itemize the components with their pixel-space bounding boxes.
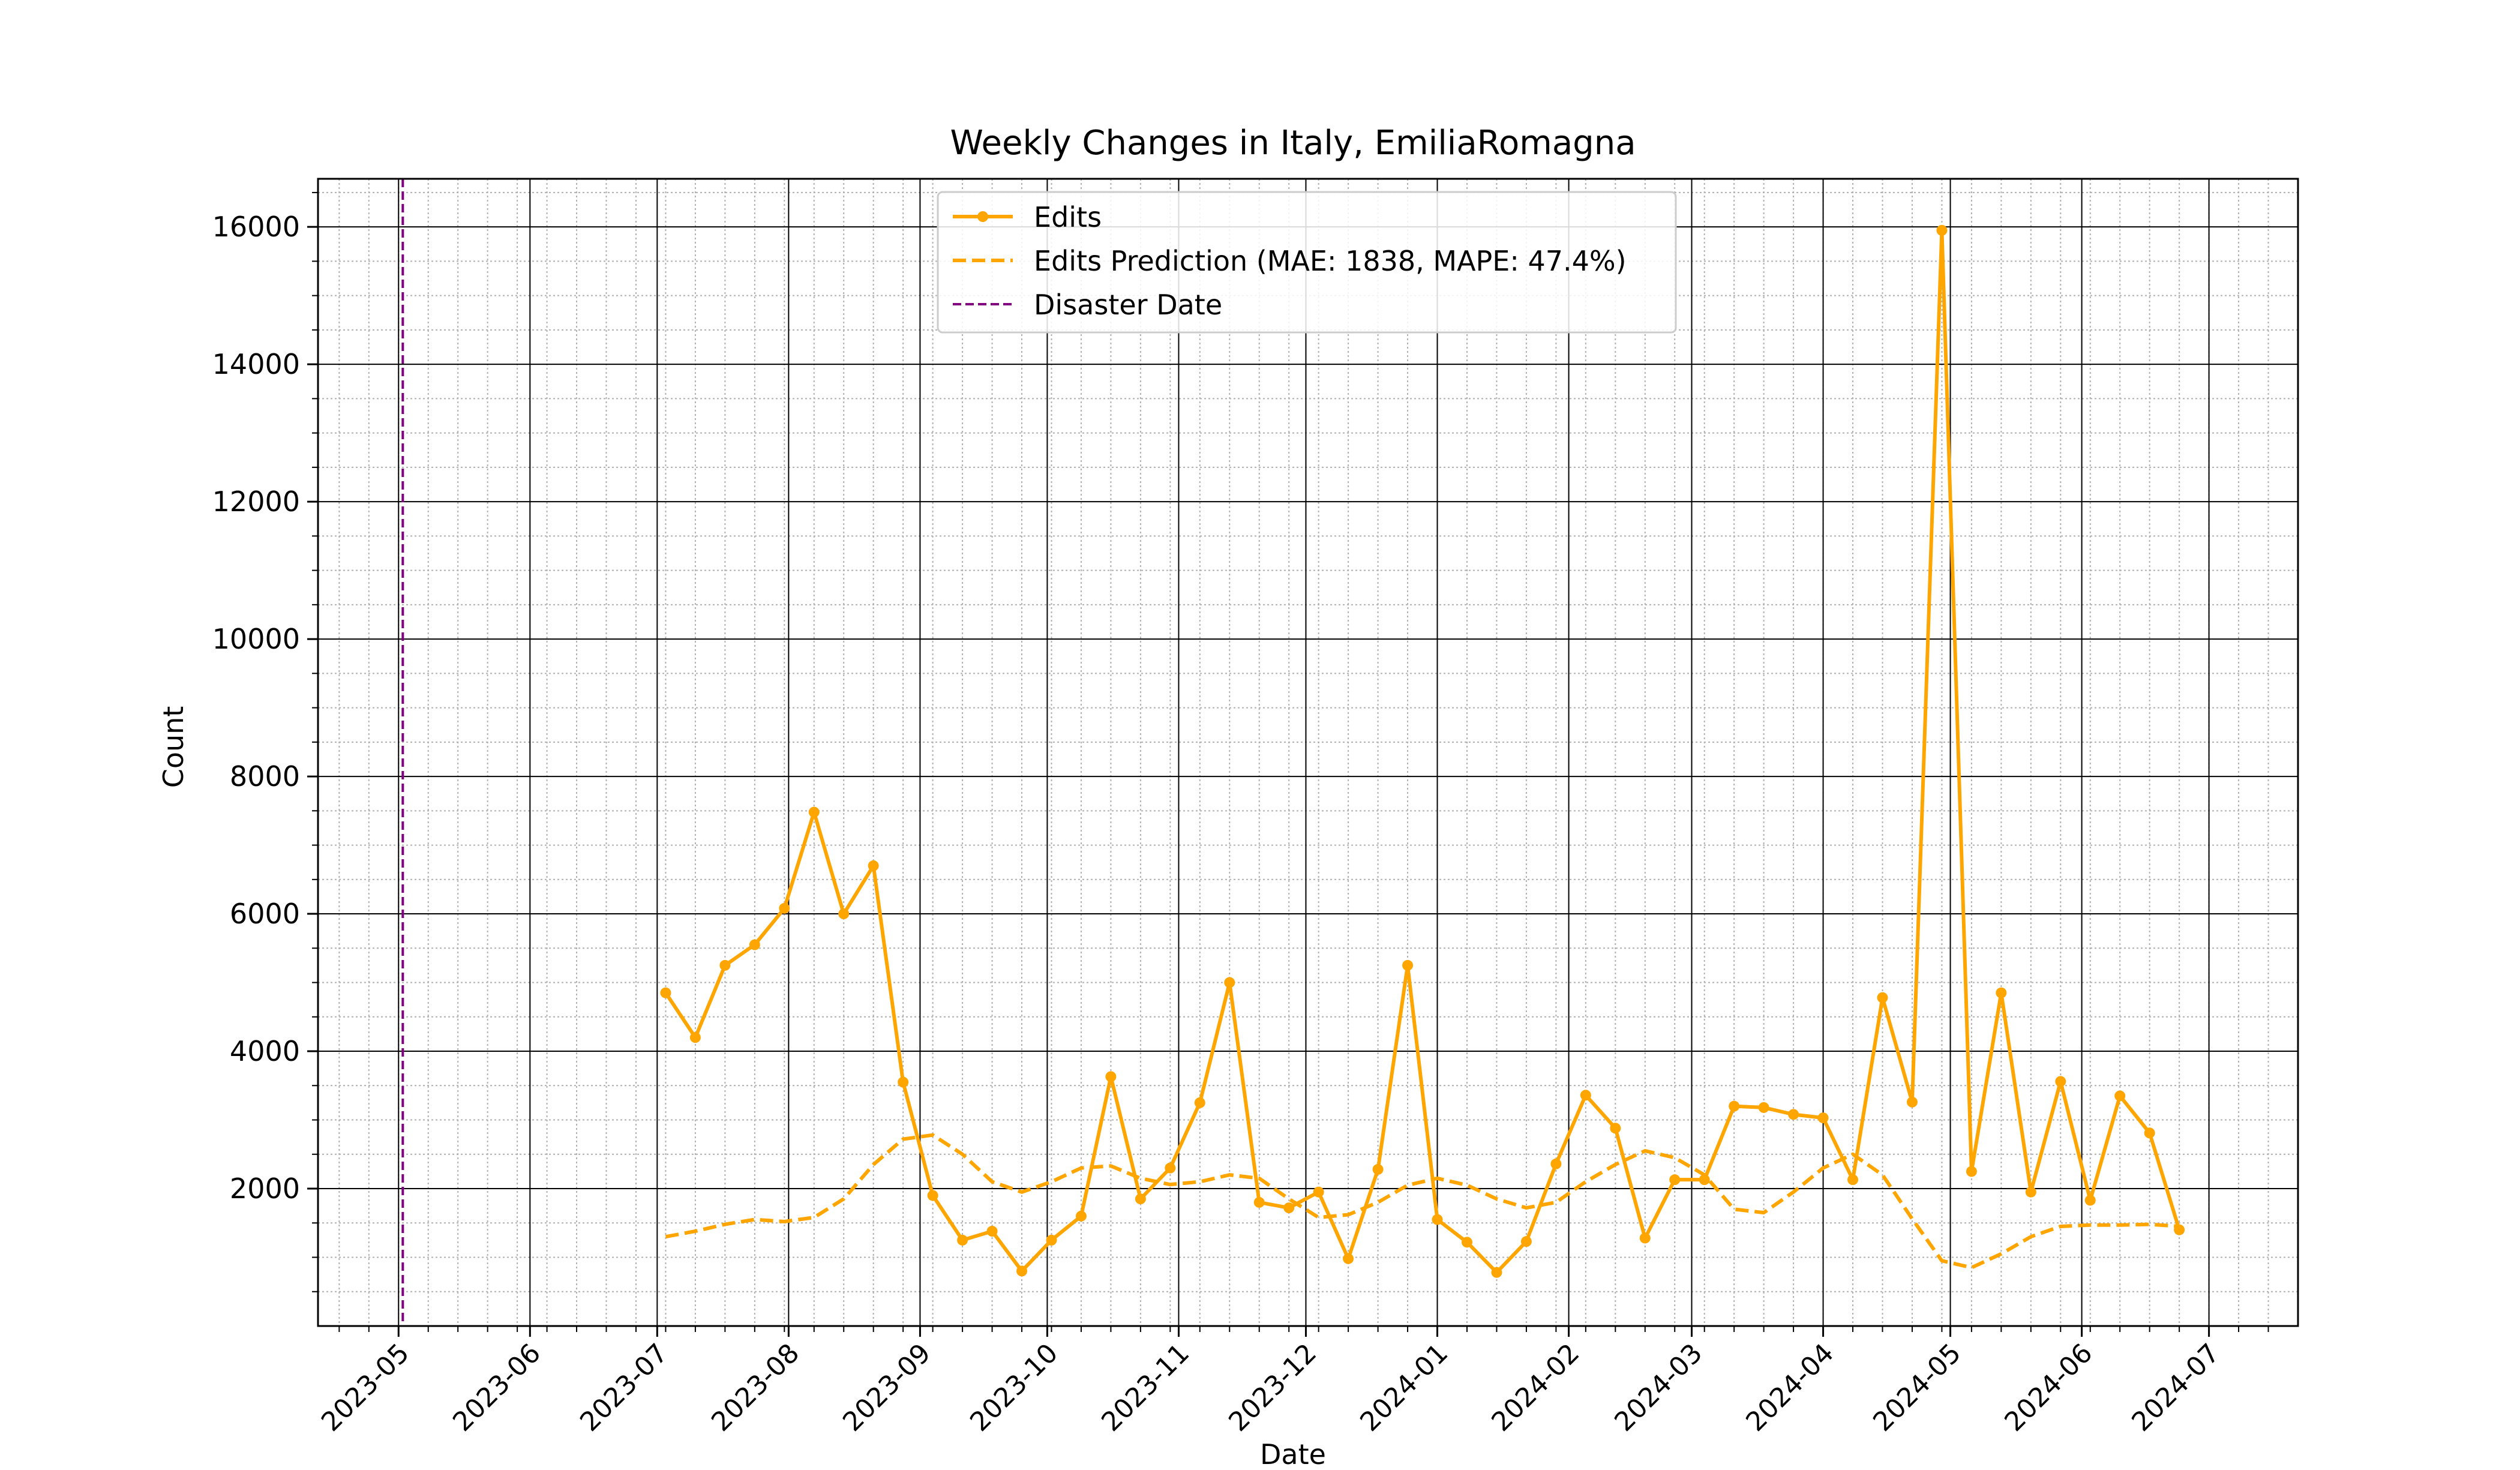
edits-point	[1253, 1196, 1265, 1208]
y-axis-label: Count	[157, 706, 190, 788]
edits-point	[1313, 1186, 1324, 1198]
edits-point	[1402, 959, 1414, 971]
edits-point	[898, 1076, 909, 1088]
legend-box	[937, 191, 1677, 334]
edits-point	[1669, 1174, 1681, 1186]
edits-point	[1729, 1100, 1740, 1112]
legend-disaster-label: Disaster Date	[1034, 289, 1222, 321]
plot-frame	[317, 178, 2299, 1327]
edits-point	[1075, 1210, 1087, 1222]
edits-point	[1283, 1202, 1295, 1214]
legend-edits-label: Edits	[1034, 201, 1102, 233]
prediction-line	[665, 1133, 2180, 1270]
edits-point	[868, 860, 879, 871]
edits-line	[664, 228, 2182, 1274]
edits-point	[1432, 1214, 1443, 1225]
edits-point	[808, 806, 820, 818]
edits-point	[1135, 1193, 1146, 1205]
edits-point	[986, 1226, 998, 1237]
edits-point	[1461, 1237, 1472, 1248]
edits-point	[1906, 1096, 1918, 1108]
y-tick-label: 14000	[212, 348, 300, 380]
edits-point	[1372, 1163, 1384, 1175]
edits-point	[1491, 1267, 1502, 1278]
y-axis: 2000 4000 6000 8000 10000 12000 14000 16000	[212, 191, 318, 1292]
series-layer	[401, 179, 2185, 1326]
edits-point	[2144, 1127, 2155, 1139]
edits-point	[1165, 1162, 1176, 1174]
edits-point	[957, 1234, 968, 1246]
edits-point	[1758, 1102, 1769, 1113]
edits-point	[927, 1190, 938, 1201]
edits-point	[1817, 1112, 1829, 1124]
y-tick-label: 2000	[230, 1172, 300, 1205]
edits-point	[1046, 1234, 1057, 1246]
edits-point	[660, 987, 671, 998]
legend: Edits Edits Prediction (MAE: 1838, MAPE:…	[937, 191, 1677, 334]
edits-point	[779, 902, 790, 914]
y-tick-label: 12000	[212, 485, 300, 518]
edits-point	[1936, 224, 1948, 236]
y-tick-label: 8000	[230, 760, 300, 793]
edits-point	[1966, 1166, 1977, 1177]
edits-point	[1699, 1174, 1710, 1186]
edits-point	[838, 908, 850, 920]
edits-point	[1224, 977, 1235, 988]
edits-point	[1194, 1097, 1205, 1108]
edits-point	[689, 1032, 701, 1043]
edits-point	[1105, 1071, 1117, 1082]
y-tick-label: 16000	[212, 211, 300, 243]
edits-point	[1847, 1174, 1859, 1186]
edits-point	[2084, 1195, 2096, 1206]
edits-point	[1788, 1109, 1799, 1120]
edits-point	[1520, 1236, 1532, 1247]
edits-point	[2114, 1090, 2126, 1102]
edits-point	[1996, 987, 2007, 998]
x-axis-label: Date	[1260, 1438, 1326, 1470]
edits-point	[1343, 1253, 1354, 1264]
edits-point	[1580, 1090, 1591, 1101]
edits-point	[1016, 1265, 1028, 1277]
legend-edits-marker	[977, 211, 988, 222]
y-tick-label: 6000	[230, 898, 300, 930]
edits-point	[2025, 1186, 2036, 1198]
y-tick-label: 4000	[230, 1035, 300, 1067]
edits-point	[2174, 1224, 2185, 1235]
edits-point	[1639, 1232, 1651, 1244]
edits-point	[2055, 1076, 2066, 1087]
legend-prediction-label: Edits Prediction (MAE: 1838, MAPE: 47.4%…	[1034, 245, 1627, 277]
edits-point	[1877, 992, 1888, 1003]
edits-point	[749, 939, 760, 950]
chart-title: Weekly Changes in Italy, EmiliaRomagna	[950, 124, 1636, 163]
edits-point	[1550, 1158, 1562, 1169]
edits-point	[719, 959, 731, 971]
y-tick-label: 10000	[212, 623, 300, 655]
major-grid	[318, 179, 2298, 1326]
edits-point	[1610, 1123, 1621, 1134]
